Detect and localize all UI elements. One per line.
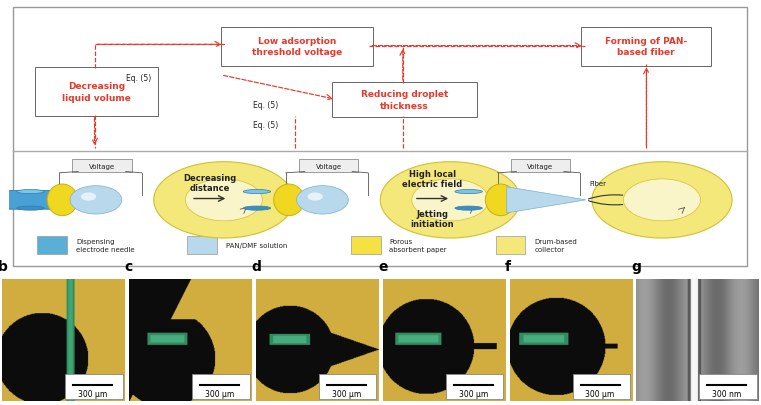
Text: Voltage: Voltage bbox=[527, 163, 553, 169]
Ellipse shape bbox=[412, 179, 489, 221]
FancyBboxPatch shape bbox=[699, 373, 757, 399]
Text: Decreasing
distance: Decreasing distance bbox=[183, 173, 237, 193]
Text: Porous
absorbent paper: Porous absorbent paper bbox=[390, 239, 447, 252]
FancyBboxPatch shape bbox=[65, 373, 123, 399]
Text: 300 μm: 300 μm bbox=[78, 389, 107, 398]
FancyBboxPatch shape bbox=[351, 236, 380, 255]
Text: Drum-based
collector: Drum-based collector bbox=[534, 239, 577, 252]
Ellipse shape bbox=[47, 185, 78, 216]
FancyBboxPatch shape bbox=[5, 191, 56, 210]
Text: 300 μm: 300 μm bbox=[459, 389, 488, 398]
FancyBboxPatch shape bbox=[495, 236, 525, 255]
Ellipse shape bbox=[154, 162, 294, 239]
Text: b: b bbox=[0, 260, 8, 273]
FancyBboxPatch shape bbox=[72, 159, 132, 173]
FancyBboxPatch shape bbox=[52, 196, 62, 205]
FancyBboxPatch shape bbox=[221, 28, 373, 66]
Text: f: f bbox=[505, 260, 511, 273]
Ellipse shape bbox=[244, 190, 271, 194]
Text: Eq. (5): Eq. (5) bbox=[253, 120, 278, 129]
FancyBboxPatch shape bbox=[37, 236, 67, 255]
FancyBboxPatch shape bbox=[13, 8, 747, 266]
Text: c: c bbox=[124, 260, 132, 273]
FancyBboxPatch shape bbox=[511, 159, 570, 173]
Text: 300 nm: 300 nm bbox=[712, 389, 741, 398]
FancyBboxPatch shape bbox=[443, 191, 495, 210]
Ellipse shape bbox=[17, 190, 44, 194]
Ellipse shape bbox=[297, 186, 349, 215]
Ellipse shape bbox=[455, 207, 482, 211]
Text: Decreasing
liquid volume: Decreasing liquid volume bbox=[62, 82, 131, 102]
Text: Low adsorption
threshold voltage: Low adsorption threshold voltage bbox=[252, 37, 342, 58]
Text: Forming of PAN-
based fiber: Forming of PAN- based fiber bbox=[605, 37, 687, 58]
FancyBboxPatch shape bbox=[299, 159, 358, 173]
Text: PAN/DMF solution: PAN/DMF solution bbox=[226, 243, 288, 248]
Text: Reducing droplet
thickness: Reducing droplet thickness bbox=[361, 90, 448, 111]
Ellipse shape bbox=[81, 193, 96, 201]
FancyBboxPatch shape bbox=[446, 373, 503, 399]
Text: Jetting
initiation: Jetting initiation bbox=[411, 209, 454, 228]
Text: Dispensing
electrode needle: Dispensing electrode needle bbox=[76, 239, 135, 252]
FancyBboxPatch shape bbox=[490, 196, 501, 205]
Ellipse shape bbox=[274, 185, 304, 216]
Ellipse shape bbox=[486, 185, 516, 216]
FancyBboxPatch shape bbox=[279, 196, 289, 205]
Text: Fiber: Fiber bbox=[590, 180, 607, 186]
Text: 300 μm: 300 μm bbox=[585, 389, 615, 398]
FancyBboxPatch shape bbox=[187, 236, 217, 255]
Ellipse shape bbox=[185, 179, 263, 221]
FancyBboxPatch shape bbox=[319, 373, 377, 399]
Text: High local
electric field: High local electric field bbox=[403, 169, 463, 189]
Polygon shape bbox=[507, 187, 586, 213]
Ellipse shape bbox=[17, 207, 44, 211]
FancyBboxPatch shape bbox=[581, 28, 711, 66]
Text: Eq. (5): Eq. (5) bbox=[126, 74, 151, 83]
Ellipse shape bbox=[380, 162, 521, 239]
Text: g: g bbox=[632, 260, 642, 273]
Text: e: e bbox=[378, 260, 387, 273]
Text: Eq. (5): Eq. (5) bbox=[253, 100, 278, 109]
FancyBboxPatch shape bbox=[572, 373, 630, 399]
Ellipse shape bbox=[70, 186, 122, 215]
Ellipse shape bbox=[307, 193, 323, 201]
FancyBboxPatch shape bbox=[192, 373, 250, 399]
Ellipse shape bbox=[244, 207, 271, 211]
Text: 300 μm: 300 μm bbox=[332, 389, 361, 398]
Text: Voltage: Voltage bbox=[316, 163, 342, 169]
Text: 300 μm: 300 μm bbox=[205, 389, 234, 398]
Text: Voltage: Voltage bbox=[89, 163, 115, 169]
Ellipse shape bbox=[592, 162, 732, 239]
Text: d: d bbox=[251, 260, 261, 273]
FancyBboxPatch shape bbox=[231, 191, 283, 210]
Ellipse shape bbox=[455, 190, 482, 194]
FancyBboxPatch shape bbox=[333, 82, 477, 118]
Ellipse shape bbox=[623, 179, 701, 221]
FancyBboxPatch shape bbox=[35, 68, 158, 117]
